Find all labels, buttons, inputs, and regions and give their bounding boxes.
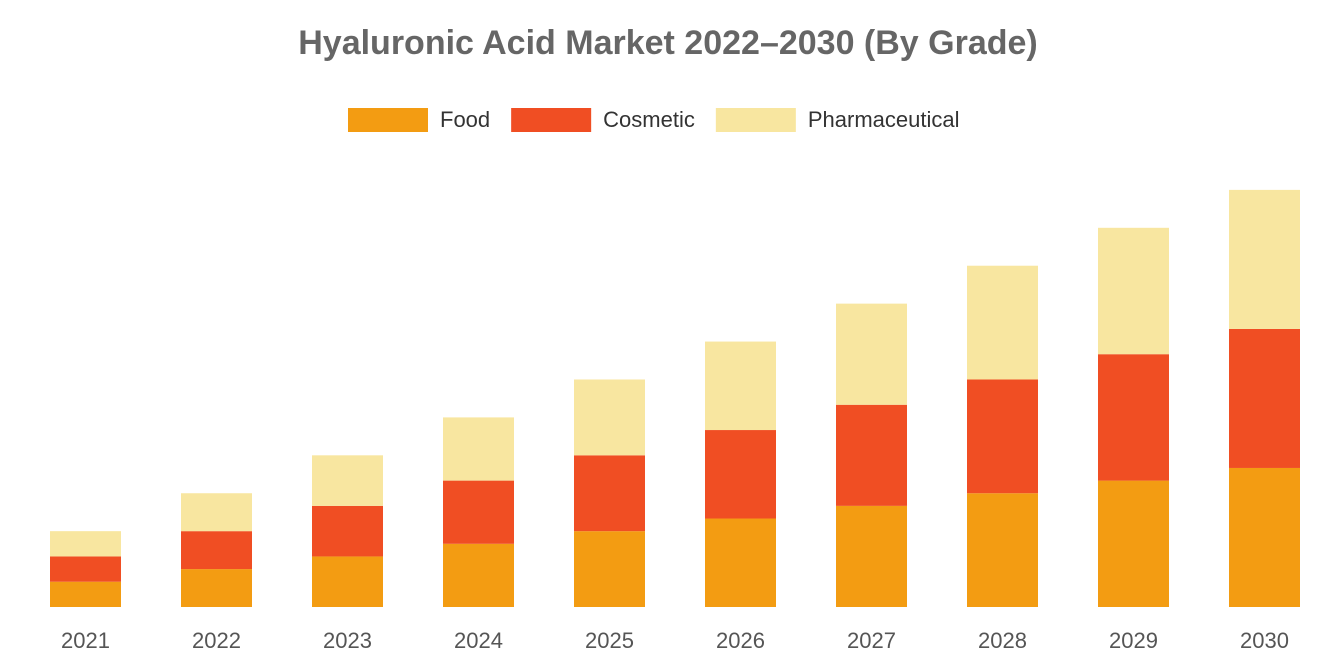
x-tick-label: 2023 <box>323 628 372 653</box>
x-tick-label: 2029 <box>1109 628 1158 653</box>
x-tick-label: 2027 <box>847 628 896 653</box>
x-tick-label: 2030 <box>1240 628 1289 653</box>
bar-segment <box>967 379 1038 494</box>
bar-segment <box>836 303 907 405</box>
x-tick-label: 2025 <box>585 628 634 653</box>
bar-segment <box>967 493 1038 607</box>
x-tick-label: 2022 <box>192 628 241 653</box>
bar-segment <box>836 404 907 506</box>
bar-segment <box>181 493 252 532</box>
legend-swatch <box>348 108 428 132</box>
bar-segment <box>443 543 514 607</box>
bar-segment <box>967 265 1038 380</box>
bar-segment <box>705 341 776 431</box>
bar-segment <box>50 556 121 582</box>
bar-segment <box>312 455 383 506</box>
bar-segment <box>50 531 121 557</box>
bar-segment <box>443 480 514 544</box>
bar-segment <box>1098 227 1169 355</box>
chart-title: Hyaluronic Acid Market 2022–2030 (By Gra… <box>298 24 1038 62</box>
bar-segment <box>574 531 645 607</box>
x-tick-label: 2028 <box>978 628 1027 653</box>
bar-segment <box>312 556 383 607</box>
x-tick-label: 2024 <box>454 628 503 653</box>
bar-segment <box>705 430 776 519</box>
x-tick-label: 2021 <box>61 628 110 653</box>
bar-segment <box>1098 354 1169 481</box>
bar-segment <box>443 417 514 481</box>
legend-label: Cosmetic <box>603 107 695 132</box>
bar-segment <box>181 569 252 607</box>
bar-segment <box>1229 467 1300 607</box>
bar-segment <box>574 455 645 532</box>
legend-label: Food <box>440 107 490 132</box>
bar-segment <box>181 531 252 570</box>
bar-segment <box>50 581 121 607</box>
x-tick-label: 2026 <box>716 628 765 653</box>
legend-label: Pharmaceutical <box>808 107 960 132</box>
bar-segment <box>1229 189 1300 329</box>
bar-segment <box>705 518 776 607</box>
legend-swatch <box>511 108 592 132</box>
bar-segment <box>1098 480 1169 607</box>
bar-segment <box>574 379 645 456</box>
bar-segment <box>836 505 907 607</box>
legend-swatch <box>715 108 796 132</box>
bar-segment <box>312 505 383 557</box>
bar-segment <box>1229 328 1300 468</box>
